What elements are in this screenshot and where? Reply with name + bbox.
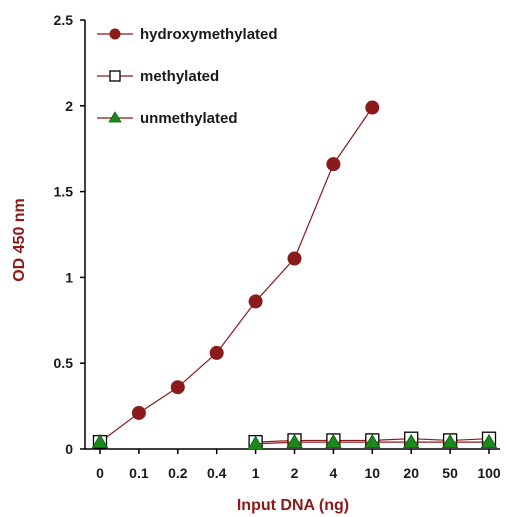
data-point-triangle xyxy=(441,433,459,449)
y-tick-label: 1 xyxy=(65,269,73,285)
y-tick-label: 1.5 xyxy=(54,184,74,200)
series-line-segment xyxy=(216,301,257,354)
data-point-circle xyxy=(287,251,302,266)
series-unmethylated xyxy=(91,433,498,450)
legend-marker-triangle xyxy=(108,111,122,123)
legend: hydroxymethylated methylated unmethylated xyxy=(97,26,278,127)
data-point-circle xyxy=(365,100,380,115)
data-point-circle xyxy=(209,345,224,360)
data-point-circle xyxy=(248,294,263,309)
x-tick-label: 0 xyxy=(96,465,104,481)
legend-label: hydroxymethylated xyxy=(140,26,278,43)
data-point-triangle xyxy=(364,433,381,449)
series-line-segment xyxy=(332,107,373,165)
x-tick-label: 50 xyxy=(442,465,458,481)
axes xyxy=(84,20,500,450)
x-ticks: 0 0.1 0.2 0.4 1 2 4 10 20 50 100 xyxy=(96,449,501,481)
data-point-triangle xyxy=(286,433,303,449)
data-point-circle xyxy=(131,405,146,420)
x-tick-label: 2 xyxy=(291,465,299,481)
legend-label: unmethylated xyxy=(140,110,238,127)
x-tick-label: 4 xyxy=(330,465,338,481)
y-tick-label: 2 xyxy=(65,98,73,114)
legend-item: hydroxymethylated xyxy=(97,26,278,43)
series-line-segment xyxy=(255,441,295,445)
y-ticks: 0 0.5 1 1.5 2 2.5 xyxy=(54,12,85,457)
x-tick-label: 0.4 xyxy=(207,465,227,481)
data-point-triangle xyxy=(91,433,109,449)
series-group xyxy=(91,100,498,450)
y-tick-label: 2.5 xyxy=(54,12,74,28)
data-point-triangle xyxy=(247,435,264,450)
data-point-triangle xyxy=(480,433,498,449)
x-axis-title: Input DNA (ng) xyxy=(237,497,349,514)
series-line-segment xyxy=(177,352,218,388)
series-line-segment xyxy=(138,386,179,414)
series-line-segment xyxy=(293,163,334,259)
y-axis-title: OD 450 nm xyxy=(11,198,28,282)
y-tick-label: 0.5 xyxy=(54,355,74,371)
legend-label: methylated xyxy=(140,68,219,85)
data-point-circle xyxy=(326,157,341,172)
data-point-triangle xyxy=(325,433,342,449)
series-hydroxymethylated xyxy=(93,100,380,450)
x-tick-label: 100 xyxy=(477,465,501,481)
legend-item: unmethylated xyxy=(97,110,238,127)
x-tick-label: 10 xyxy=(365,465,381,481)
legend-marker-square xyxy=(109,70,121,82)
legend-item: methylated xyxy=(97,68,219,85)
x-tick-label: 0.2 xyxy=(168,465,188,481)
data-point-circle xyxy=(170,380,185,395)
x-tick-label: 1 xyxy=(252,465,260,481)
x-tick-label: 20 xyxy=(403,465,419,481)
legend-marker-circle xyxy=(109,28,121,40)
data-point-triangle xyxy=(403,433,420,449)
series-line-segment xyxy=(255,258,295,302)
x-tick-label: 0.1 xyxy=(129,465,149,481)
y-tick-label: 0 xyxy=(65,441,73,457)
